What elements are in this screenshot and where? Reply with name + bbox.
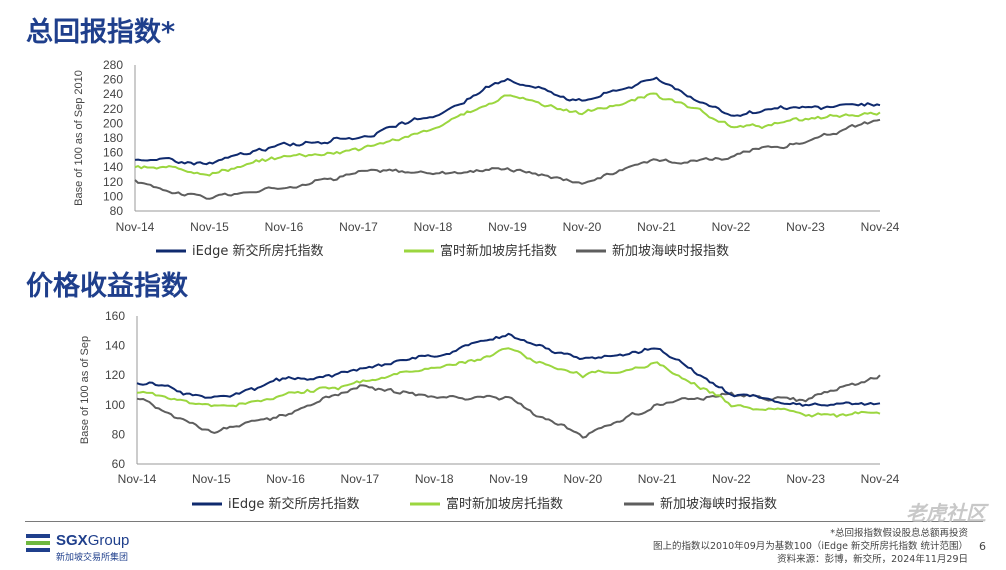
y-tick-label: 260: [103, 73, 123, 87]
y-tick-label: 280: [103, 58, 123, 72]
price-return-title: 价格收益指数: [26, 271, 188, 302]
y-tick-label: 240: [103, 87, 123, 101]
footnote-base: 图上的指数以2010年09月为基数100（iEdge 新交所房托指数 统计范围）: [653, 541, 968, 552]
x-tick-label: Nov-20: [563, 472, 602, 486]
x-tick-label: Nov-24: [861, 472, 900, 486]
footer-divider: [25, 521, 983, 522]
sgx-logo: SGXGroup 新加坡交易所集团: [26, 532, 156, 564]
x-tick-label: Nov-17: [341, 472, 380, 486]
legend-label: 新加坡海峡时报指数: [612, 243, 729, 259]
x-tick-label: Nov-24: [861, 220, 900, 234]
watermark: 老虎社区: [906, 501, 986, 525]
x-tick-label: Nov-18: [415, 472, 454, 486]
footnote-dividends: *总回报指数假设股息总额再投资: [830, 528, 968, 539]
y-tick-label: 100: [103, 189, 123, 203]
x-tick-label: Nov-23: [786, 220, 825, 234]
x-tick-label: Nov-15: [192, 472, 231, 486]
series-line: [136, 332, 881, 407]
x-tick-label: Nov-19: [488, 220, 527, 234]
price-return-chart: 60 80 100 120 140 160 Nov-14 Nov-15 Nov-16 Nov-17…: [79, 309, 900, 512]
series-line: [136, 374, 881, 439]
x-tick-label: Nov-19: [489, 472, 528, 486]
y-tick-label: 100: [105, 398, 125, 412]
y-axis-label: Base of 100 as of Sep: [79, 336, 91, 444]
x-tick-label: Nov-22: [712, 220, 751, 234]
series-line: [136, 347, 881, 418]
series-line: [134, 76, 881, 166]
y-tick-label: 220: [103, 102, 123, 116]
y-tick-label: 120: [105, 368, 125, 382]
y-tick-label: 140: [103, 160, 123, 174]
y-tick-label: 140: [105, 339, 125, 353]
legend-label: 富时新加坡房托指数: [446, 496, 563, 512]
legend-label: 富时新加坡房托指数: [440, 243, 557, 259]
x-tick-label: Nov-15: [190, 220, 229, 234]
y-tick-label: 60: [112, 457, 126, 471]
y-tick-label: 80: [112, 427, 126, 441]
footnote-source: 资料来源：彭博，新交所，2024年11月29日: [777, 554, 968, 565]
legend-label: 新加坡海峡时报指数: [660, 496, 777, 512]
x-tick-label: Nov-21: [637, 220, 676, 234]
x-tick-label: Nov-21: [638, 472, 677, 486]
x-tick-label: Nov-20: [563, 220, 602, 234]
series-line: [134, 118, 881, 200]
legend-label: iEdge 新交所房托指数: [192, 243, 323, 259]
x-tick-label: Nov-18: [414, 220, 453, 234]
series-line: [134, 92, 881, 177]
y-tick-label: 160: [103, 146, 123, 160]
x-tick-label: Nov-22: [712, 472, 751, 486]
y-tick-label: 120: [103, 175, 123, 189]
y-tick-label: 180: [103, 131, 123, 145]
y-axis-label: Base of 100 as of Sep 2010: [73, 70, 85, 206]
footnotes: *总回报指数假设股息总额再投资 图上的指数以2010年09月为基数100（iEd…: [653, 527, 968, 566]
total-return-title: 总回报指数*: [26, 17, 176, 48]
sgx-logo-icon: [26, 534, 50, 558]
page-number: 6: [979, 540, 986, 553]
x-tick-label: Nov-16: [266, 472, 305, 486]
x-tick-label: Nov-17: [339, 220, 378, 234]
logo-subtitle: 新加坡交易所集团: [56, 553, 129, 563]
x-tick-label: Nov-14: [118, 472, 157, 486]
x-tick-label: Nov-23: [786, 472, 825, 486]
x-tick-label: Nov-16: [265, 220, 304, 234]
x-tick-label: Nov-14: [116, 220, 155, 234]
y-tick-label: 200: [103, 116, 123, 130]
y-tick-label: 160: [105, 309, 125, 323]
legend-label: iEdge 新交所房托指数: [228, 496, 359, 512]
logo-name: SGXGroup: [56, 532, 130, 549]
y-tick-label: 80: [110, 204, 124, 218]
